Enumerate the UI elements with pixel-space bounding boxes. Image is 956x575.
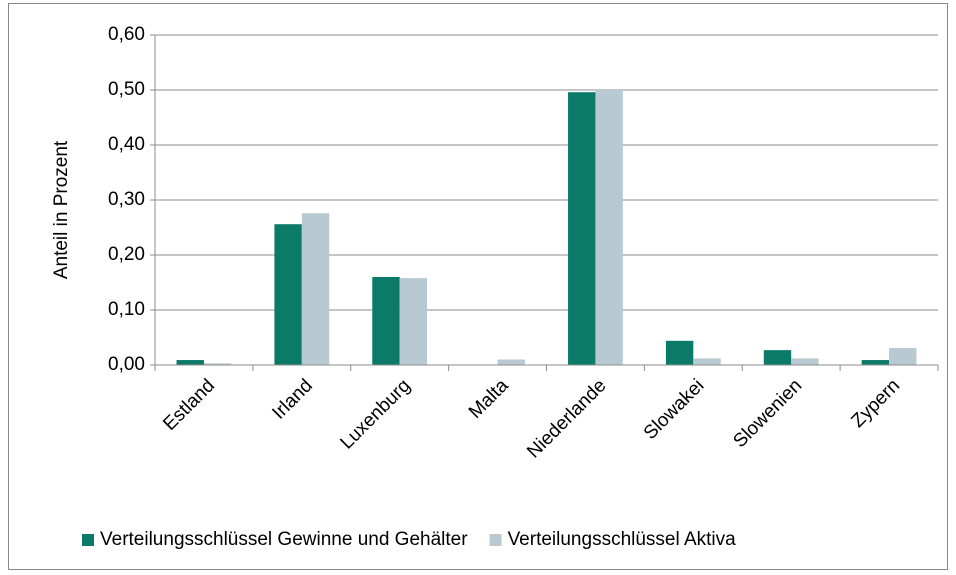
y-tick-label: 0,40	[108, 134, 145, 155]
y-tick-label: 0,10	[108, 299, 145, 320]
bar	[568, 92, 596, 365]
bar	[861, 360, 890, 365]
y-axis-title: Anteil in Prozent	[51, 140, 72, 279]
bar	[176, 360, 204, 365]
bar	[372, 277, 400, 365]
legend-label: Verteilungsschlüssel Gewinne und Gehälte…	[100, 529, 468, 550]
bar	[497, 359, 525, 365]
bar	[274, 224, 302, 365]
y-tick-label: 0,30	[108, 189, 145, 210]
bar	[791, 358, 819, 365]
bar	[889, 347, 917, 365]
bar	[665, 340, 694, 365]
legend-swatch	[489, 534, 502, 546]
bar	[301, 213, 330, 365]
bar	[763, 350, 792, 365]
chart-border	[8, 3, 948, 570]
bar	[595, 90, 623, 365]
bar	[203, 363, 232, 365]
y-tick-label: 0,60	[108, 24, 145, 45]
legend-swatch	[82, 534, 94, 546]
bar	[399, 278, 428, 365]
legend-label: Verteilungsschlüssel Aktiva	[508, 529, 737, 550]
y-tick-label: 0,50	[108, 79, 145, 100]
y-tick-label: 0,00	[108, 354, 145, 375]
y-tick-label: 0,20	[108, 244, 145, 265]
bar	[693, 358, 721, 365]
